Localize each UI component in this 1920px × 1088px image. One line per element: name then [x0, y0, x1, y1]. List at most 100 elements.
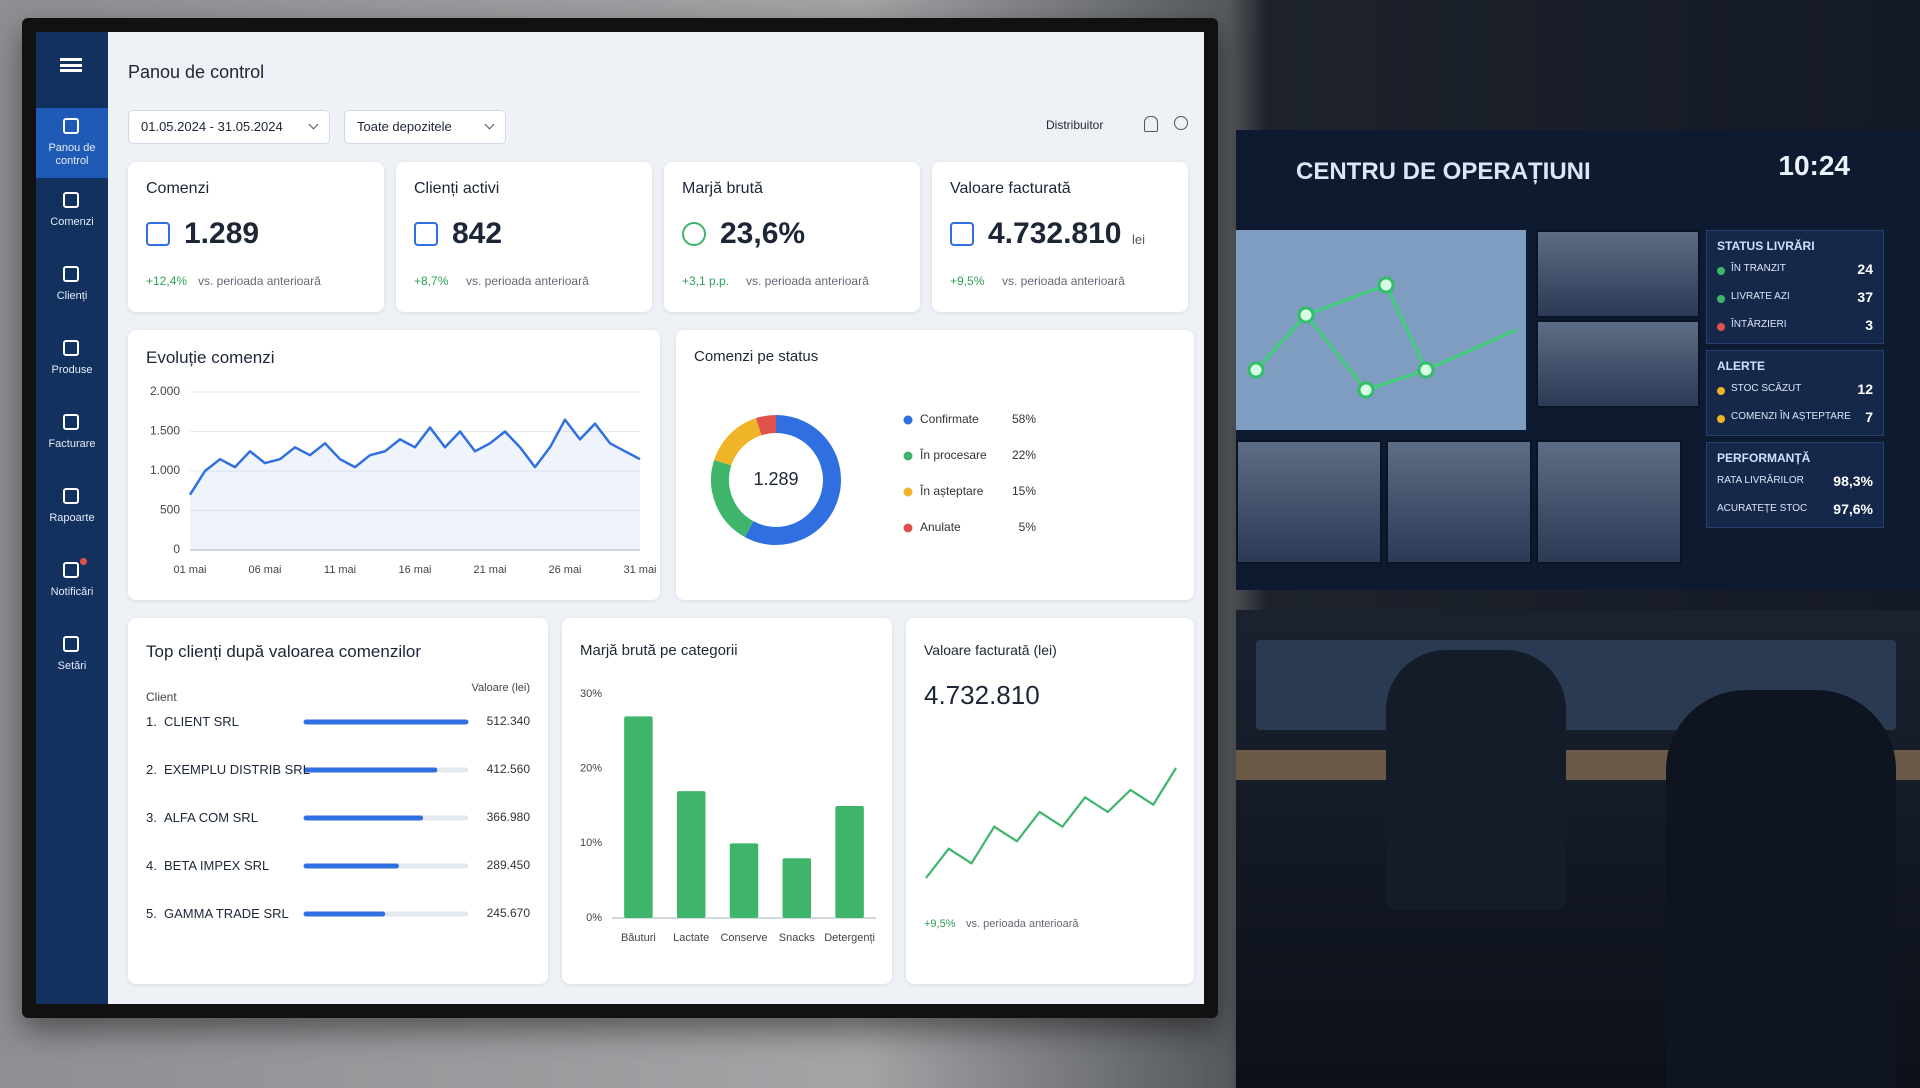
data-label: 15% [1012, 484, 1036, 498]
operations-video-wall: CENTRU DE OPERAȚIUNI 10:24 STATUS LIVRĂRI Î… [1236, 130, 1920, 590]
kpi-icon [146, 222, 170, 246]
line-chart: 0 500 1.000 1.500 2.000 01 mai 06 mai 11 mai 16 … [150, 384, 657, 576]
panel-title: STATUS LIVRĂRI [1717, 239, 1815, 253]
bar [624, 716, 653, 918]
map-node [1417, 361, 1435, 379]
kpi-card: Clienți activi 842 +8,7% vs. perioada anter… [396, 162, 652, 312]
sidebar-item[interactable]: Facturare [36, 404, 108, 474]
route [1305, 283, 1387, 317]
x-tick-label: Lactate [673, 932, 709, 944]
panel-row-label: ÎNTÂRZIERI [1731, 319, 1787, 330]
kpi-value: 842 [452, 217, 503, 250]
sidebar-item[interactable]: Comenzi [36, 182, 108, 252]
donut-center-label: 1.289 [753, 469, 798, 489]
card-change: +9,5% [924, 918, 956, 930]
chart-title: Evoluție comenzi [146, 348, 275, 367]
legend-swatch [903, 487, 913, 497]
donut-segment [711, 459, 754, 537]
kpi-icon [950, 222, 974, 246]
y-tick-label: 500 [160, 503, 180, 517]
line-chart-card: Evoluție comenzi 0 500 1.000 1.500 2.000 01 ma… [128, 330, 660, 600]
user-button[interactable] [1174, 116, 1188, 130]
legend-swatch [903, 451, 913, 461]
donut-chart: Confirmate 58% În procesare 22% În așteptare… [711, 412, 1036, 545]
client-name: CLIENT SRL [164, 714, 239, 729]
sidebar-label: Comenzi [50, 216, 94, 228]
sidebar-item[interactable]: Clienți [36, 256, 108, 326]
status-panel: ALERTE STOC SCĂZUT 12 COMENZI ÎN AȘTEPTARE 7 [1706, 350, 1884, 436]
sidebar-item[interactable]: Notificări [36, 552, 108, 622]
legend-swatch [903, 523, 913, 533]
client-name: EXEMPLU DISTRIB SRL [164, 762, 310, 777]
status-dot [1717, 415, 1725, 423]
operator-silhouette [1666, 690, 1896, 1088]
sidebar-icon [63, 266, 79, 282]
kpi-value: 23,6% [720, 217, 806, 250]
camera-feed [1536, 440, 1682, 564]
rank: 5. [146, 906, 157, 921]
legend-label: Confirmate [920, 412, 979, 426]
sidebar-item[interactable]: Setări [36, 626, 108, 696]
kpi-card: Marjă brută 23,6% +3,1 p.p. vs. perioada an… [664, 162, 920, 312]
wall-clock: 10:24 [1778, 150, 1850, 181]
map-node [1377, 276, 1395, 294]
progress-bars: 512.340 412.560 366.980 289.450 245.670 [303, 714, 530, 920]
chart-title: Comenzi pe status [694, 348, 819, 365]
panel-row-value: 3 [1865, 317, 1873, 333]
sidebar-label: Notificări [50, 586, 94, 598]
x-tick-label: Snacks [779, 932, 816, 944]
menu-icon-bar [60, 64, 82, 67]
panel-row-value: 98,3% [1833, 473, 1873, 489]
kpi-change: +3,1 p.p. [682, 274, 730, 288]
warehouse-select[interactable]: Toate depozitele [344, 110, 506, 144]
date-range-select[interactable]: 01.05.2024 - 31.05.2024 [128, 110, 330, 144]
route [1384, 284, 1428, 371]
donut-segment [714, 418, 762, 466]
status-dot [1717, 387, 1725, 395]
x-tick-label: 21 mai [473, 564, 506, 576]
sidebar-icon [63, 340, 79, 356]
camera-feed [1536, 230, 1700, 318]
sidebar-item[interactable]: Produse [36, 330, 108, 400]
y-tick-label: 1.000 [150, 463, 180, 477]
role-select[interactable]: Distribuitor [1046, 118, 1104, 132]
map-node [1247, 361, 1265, 379]
client-name: ALFA COM SRL [164, 810, 258, 825]
map-panel [1236, 230, 1526, 430]
donut-card: Comenzi pe status Confirmate 58% În procesa… [676, 330, 1194, 600]
dropdown-caret [484, 119, 495, 130]
y-tick-label: 2.000 [150, 384, 180, 398]
sidebar-item[interactable]: Rapoarte [36, 478, 108, 548]
rank: 4. [146, 858, 157, 873]
bar [729, 843, 759, 918]
sidebar-item[interactable]: Panou de control [36, 108, 108, 178]
card-title: Valoare facturată (lei) [924, 642, 1057, 658]
bar [676, 791, 706, 918]
kpi-card: Valoare facturată 4.732.810 lei +9,5% vs. pe… [932, 162, 1188, 312]
legend-label: Anulate [920, 520, 961, 534]
legend-label: În așteptare [919, 483, 984, 498]
notifications-button[interactable] [1144, 116, 1158, 132]
invoice-card: Valoare facturată (lei) 4.732.810 +9,5% vs.… [906, 618, 1194, 984]
page-title: Panou de control [128, 62, 265, 82]
rank: 1. [146, 714, 157, 729]
client-name: BETA IMPEX SRL [164, 858, 270, 873]
map-node [1297, 306, 1315, 324]
x-tick-label: Băuturi [621, 932, 656, 944]
legend-label: În procesare [919, 447, 987, 462]
rank: 2. [146, 762, 157, 777]
sidebar-icon [63, 488, 79, 504]
menu-icon[interactable] [60, 58, 82, 72]
dropdown-caret [308, 119, 319, 130]
panel-row-label: ÎN TRANZIT [1731, 263, 1786, 274]
line-series [188, 418, 641, 496]
sidebar-label: Rapoarte [49, 512, 95, 524]
sidebar: Panou de control Comenzi Clienți Produse Fac… [36, 32, 108, 1004]
panel-row-value: 24 [1857, 261, 1873, 277]
date-range-text: 01.05.2024 - 31.05.2024 [141, 119, 283, 134]
y-tick-label: 1.500 [150, 424, 180, 438]
bar [782, 858, 812, 918]
tv-frame: Panou de control Comenzi Clienți Produse Fac… [22, 18, 1218, 1018]
kpi-title: Clienți activi [414, 180, 500, 197]
